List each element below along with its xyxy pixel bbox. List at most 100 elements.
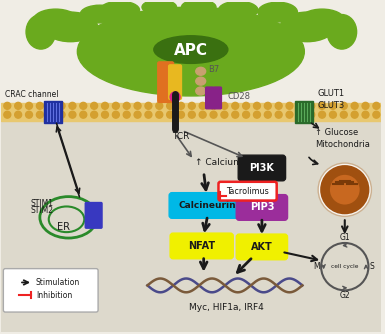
Circle shape <box>170 92 180 102</box>
FancyBboxPatch shape <box>206 87 214 109</box>
Circle shape <box>145 111 152 118</box>
Circle shape <box>330 102 336 109</box>
Circle shape <box>69 111 76 118</box>
Circle shape <box>373 111 380 118</box>
Text: M: M <box>313 262 320 271</box>
Circle shape <box>156 102 163 109</box>
FancyBboxPatch shape <box>236 195 288 220</box>
Circle shape <box>69 102 76 109</box>
Circle shape <box>264 111 271 118</box>
Text: ER: ER <box>57 222 70 232</box>
FancyBboxPatch shape <box>158 62 174 102</box>
Circle shape <box>112 111 119 118</box>
Text: cell cycle: cell cycle <box>331 264 358 269</box>
Circle shape <box>351 111 358 118</box>
Bar <box>2 103 381 121</box>
Circle shape <box>318 163 372 216</box>
Circle shape <box>112 102 119 109</box>
FancyBboxPatch shape <box>85 202 102 228</box>
Circle shape <box>37 102 44 109</box>
Text: Inhibition: Inhibition <box>36 291 72 300</box>
Circle shape <box>156 111 163 118</box>
Circle shape <box>340 102 347 109</box>
Text: Tacrolimus: Tacrolimus <box>226 187 268 196</box>
Circle shape <box>123 102 130 109</box>
Circle shape <box>199 111 206 118</box>
Text: STIM1: STIM1 <box>31 199 54 208</box>
Circle shape <box>134 102 141 109</box>
Text: APC: APC <box>174 43 208 58</box>
Ellipse shape <box>154 36 228 63</box>
Ellipse shape <box>44 12 97 42</box>
FancyBboxPatch shape <box>169 193 246 218</box>
Text: PIP3: PIP3 <box>249 202 274 212</box>
Circle shape <box>275 102 282 109</box>
Circle shape <box>177 102 184 109</box>
Circle shape <box>253 111 260 118</box>
Circle shape <box>167 102 174 109</box>
Circle shape <box>232 102 239 109</box>
Circle shape <box>91 102 97 109</box>
Circle shape <box>221 111 228 118</box>
Circle shape <box>102 102 109 109</box>
Circle shape <box>177 111 184 118</box>
Ellipse shape <box>196 87 206 95</box>
Ellipse shape <box>218 1 258 19</box>
Circle shape <box>330 111 336 118</box>
FancyBboxPatch shape <box>236 234 288 260</box>
Text: Mitochondria: Mitochondria <box>315 140 370 149</box>
Circle shape <box>340 111 347 118</box>
Circle shape <box>25 111 32 118</box>
Ellipse shape <box>196 77 206 85</box>
Ellipse shape <box>300 9 344 31</box>
Ellipse shape <box>324 174 365 205</box>
Text: STIM2: STIM2 <box>31 206 54 215</box>
Ellipse shape <box>142 0 177 15</box>
Circle shape <box>37 111 44 118</box>
FancyBboxPatch shape <box>170 233 233 259</box>
FancyBboxPatch shape <box>3 269 98 312</box>
Circle shape <box>167 111 174 118</box>
Ellipse shape <box>77 7 304 96</box>
Circle shape <box>286 102 293 109</box>
Circle shape <box>210 111 217 118</box>
Text: ↑ Glucose: ↑ Glucose <box>315 128 358 137</box>
Bar <box>2 106 381 332</box>
Circle shape <box>253 102 260 109</box>
Ellipse shape <box>196 67 206 75</box>
Circle shape <box>80 102 87 109</box>
Circle shape <box>319 102 326 109</box>
Text: CD28: CD28 <box>228 93 250 102</box>
Text: G2: G2 <box>340 291 350 300</box>
Circle shape <box>362 111 369 118</box>
Circle shape <box>58 102 65 109</box>
Text: AKT: AKT <box>251 242 273 252</box>
Circle shape <box>243 102 249 109</box>
Circle shape <box>308 111 315 118</box>
Ellipse shape <box>100 1 139 19</box>
Text: ↑ Calcium: ↑ Calcium <box>195 158 242 167</box>
Circle shape <box>297 102 304 109</box>
Text: CRAC channel: CRAC channel <box>5 90 59 99</box>
FancyBboxPatch shape <box>214 87 221 109</box>
Circle shape <box>362 102 369 109</box>
Circle shape <box>232 111 239 118</box>
Circle shape <box>264 102 271 109</box>
Text: Myc, HIF1a, IRF4: Myc, HIF1a, IRF4 <box>189 303 264 312</box>
Circle shape <box>4 111 11 118</box>
Circle shape <box>15 111 22 118</box>
Circle shape <box>221 102 228 109</box>
Circle shape <box>373 102 380 109</box>
Text: S: S <box>370 262 374 271</box>
Ellipse shape <box>80 5 120 23</box>
Circle shape <box>91 111 97 118</box>
Text: G1: G1 <box>340 233 350 242</box>
Circle shape <box>351 102 358 109</box>
Circle shape <box>286 111 293 118</box>
Circle shape <box>199 102 206 109</box>
Circle shape <box>4 102 11 109</box>
Circle shape <box>134 111 141 118</box>
Ellipse shape <box>258 2 298 22</box>
Circle shape <box>47 102 54 109</box>
FancyBboxPatch shape <box>238 155 286 181</box>
